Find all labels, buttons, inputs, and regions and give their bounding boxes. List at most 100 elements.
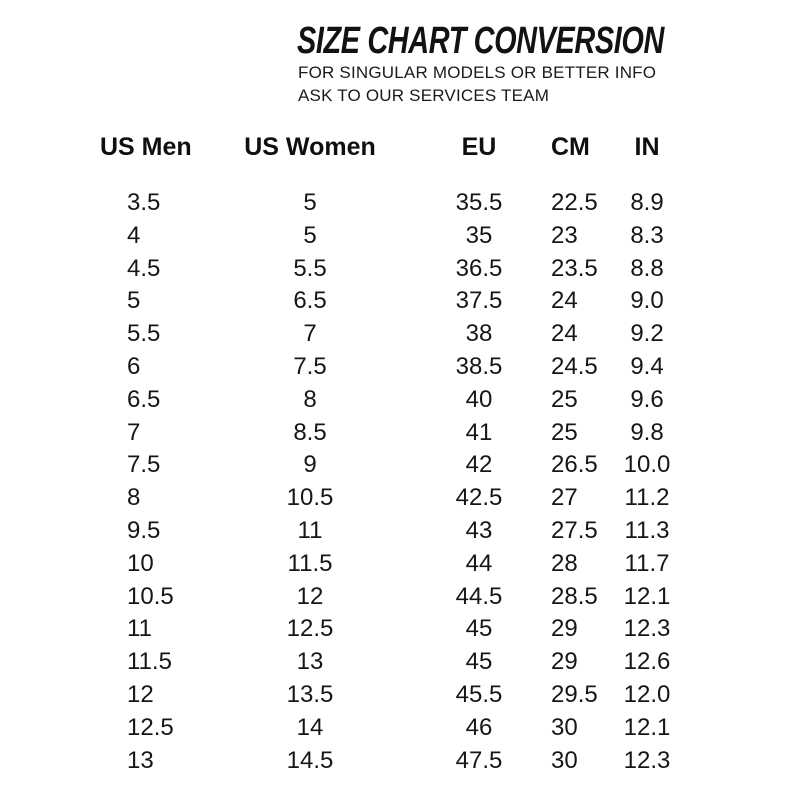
cell-cm: 30 [551, 746, 578, 774]
table-header-row: US Men US Women EU CM IN [100, 134, 740, 160]
table-row: 4.5 5.5 36.5 23.5 8.8 [100, 253, 740, 286]
table-row: 3.5 5 35.5 22.5 8.9 [100, 187, 740, 220]
cell-us-men: 13 [127, 746, 154, 774]
cell-us-men: 6.5 [127, 385, 161, 413]
cell-us-men: 5 [127, 287, 141, 315]
cell-in: 12.3 [623, 615, 671, 643]
cell-eu: 45 [465, 615, 493, 643]
cell-in: 12.0 [623, 680, 671, 708]
page-title: SIZE CHART CONVERSION [297, 20, 664, 62]
column-header-cm: CM [551, 133, 590, 161]
cell-us-men: 11.5 [127, 648, 172, 676]
cell-cm: 29 [551, 648, 578, 676]
cell-us-women: 5 [303, 189, 317, 216]
cell-us-men: 9.5 [127, 516, 161, 544]
cell-eu: 40 [465, 385, 493, 413]
cell-us-women: 14.5 [286, 746, 334, 774]
cell-in: 9.6 [630, 385, 664, 413]
table-row: 13 14.5 47.5 30 12.3 [100, 745, 740, 778]
table-body: 3.5 5 35.5 22.5 8.9 4 5 35 23 8.3 4.5 5.5 36.5 23.5 8.… [100, 187, 740, 777]
table-row: 11.5 13 45 29 12.6 [100, 646, 740, 679]
table-row: 8 10.5 42.5 27 11.2 [100, 482, 740, 515]
cell-us-women: 9 [303, 451, 317, 479]
cell-us-men: 12.5 [127, 713, 174, 741]
cell-us-women: 14 [296, 713, 324, 741]
table-row: 12 13.5 45.5 29.5 12.0 [100, 679, 740, 712]
cell-us-men: 10.5 [127, 582, 174, 610]
subtitle-line-2: ASK TO OUR SERVICES TEAM [298, 86, 550, 105]
cell-us-women: 8.5 [293, 418, 327, 446]
cell-cm: 24 [551, 287, 578, 315]
cell-eu: 44.5 [455, 582, 503, 610]
cell-eu: 38.5 [455, 352, 503, 380]
cell-cm: 22.5 [551, 189, 598, 216]
cell-in: 12.3 [623, 746, 671, 774]
cell-us-men: 7 [127, 418, 141, 446]
cell-eu: 47.5 [455, 746, 503, 774]
table-row: 12.5 14 46 30 12.1 [100, 712, 740, 745]
cell-eu: 41 [465, 418, 493, 446]
column-header-eu: EU [461, 133, 497, 161]
cell-in: 9.2 [630, 320, 664, 348]
cell-in: 12.1 [623, 713, 671, 741]
cell-cm: 24.5 [551, 352, 598, 380]
table-row: 10.5 12 44.5 28.5 12.1 [100, 581, 740, 614]
cell-cm: 30 [551, 713, 578, 741]
cell-cm: 26.5 [551, 451, 598, 479]
cell-cm: 27 [551, 484, 578, 512]
cell-us-women: 12 [296, 582, 324, 610]
table-row: 5 6.5 37.5 24 9.0 [100, 285, 740, 318]
cell-in: 10.0 [623, 451, 671, 479]
column-header-us-men: US Men [100, 133, 192, 161]
cell-us-men: 4.5 [127, 254, 161, 282]
subtitle-line-1: FOR SINGULAR MODELS OR BETTER INFO [298, 63, 657, 82]
cell-us-women: 5.5 [293, 254, 327, 282]
cell-us-men: 4 [127, 221, 141, 249]
cell-in: 11.2 [624, 484, 670, 512]
cell-cm: 24 [551, 320, 578, 348]
cell-in: 11.7 [624, 549, 670, 577]
cell-us-men: 6 [127, 352, 141, 380]
column-header-in: IN [634, 133, 660, 161]
cell-cm: 23 [551, 221, 578, 249]
cell-us-women: 6.5 [293, 287, 327, 315]
cell-eu: 38 [465, 320, 493, 348]
cell-eu: 37.5 [455, 287, 503, 315]
cell-us-men: 10 [127, 549, 154, 577]
cell-us-women: 10.5 [286, 484, 334, 512]
table-row: 7 8.5 41 25 9.8 [100, 417, 740, 450]
cell-us-women: 8 [303, 385, 317, 413]
size-conversion-table: US Men US Women EU CM IN 3.5 5 35.5 22.5 8.9 4 5 35… [100, 134, 740, 777]
cell-us-women: 11.5 [287, 549, 333, 577]
cell-eu: 42.5 [455, 484, 503, 512]
cell-us-women: 7.5 [293, 352, 327, 380]
cell-in: 12.1 [623, 582, 671, 610]
cell-us-women: 13.5 [286, 680, 334, 708]
cell-us-women: 13 [296, 648, 324, 676]
cell-cm: 29 [551, 615, 578, 643]
cell-eu: 35 [465, 221, 493, 249]
cell-us-men: 11 [127, 615, 152, 643]
cell-eu: 35.5 [455, 189, 503, 216]
cell-cm: 29.5 [551, 680, 598, 708]
table-row: 4 5 35 23 8.3 [100, 220, 740, 253]
cell-in: 9.8 [630, 418, 664, 446]
cell-cm: 27.5 [551, 516, 598, 544]
table-row: 7.5 9 42 26.5 10.0 [100, 449, 740, 482]
cell-in: 8.3 [630, 221, 664, 249]
cell-cm: 25 [551, 418, 578, 446]
table-row: 10 11.5 44 28 11.7 [100, 548, 740, 581]
table-row: 6 7.5 38.5 24.5 9.4 [100, 351, 740, 384]
table-row: 5.5 7 38 24 9.2 [100, 318, 740, 351]
cell-cm: 28.5 [551, 582, 598, 610]
cell-eu: 43 [465, 516, 493, 544]
cell-us-men: 7.5 [127, 451, 161, 479]
cell-eu: 45.5 [455, 680, 503, 708]
cell-eu: 45 [465, 648, 493, 676]
cell-cm: 25 [551, 385, 578, 413]
cell-cm: 28 [551, 549, 578, 577]
cell-cm: 23.5 [551, 254, 598, 282]
cell-us-women: 7 [303, 320, 317, 348]
cell-us-women: 12.5 [286, 615, 334, 643]
cell-in: 12.6 [623, 648, 671, 676]
